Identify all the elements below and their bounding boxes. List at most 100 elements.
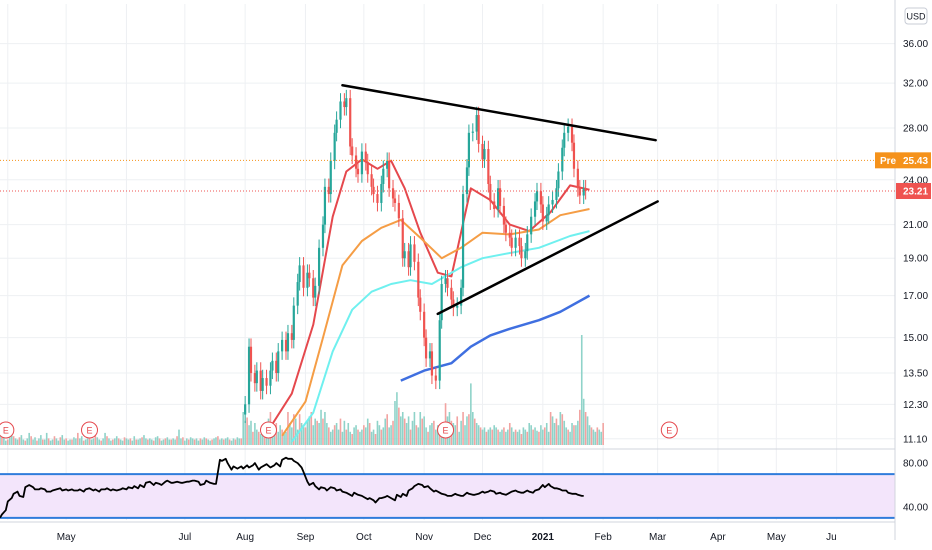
candle-body [382,168,385,184]
volume-bar [411,420,414,445]
rsi-tick-label: 80.00 [903,459,928,470]
volume-bar [261,427,264,445]
volume-bar [542,429,544,445]
volume-bar [545,423,548,445]
candle-body [327,186,330,195]
volume-bar [398,407,400,445]
candle-body [249,346,253,374]
volume-bar [30,436,32,445]
candle-body [582,188,585,196]
price-tick-label: 28.00 [903,123,928,134]
volume-bar [232,438,235,445]
volume-bar [195,438,198,445]
price-tick-label: 19.00 [903,254,928,265]
candle-body [360,151,363,175]
volume-bar [43,439,46,445]
candle-body [290,333,293,340]
earnings-label: E [666,426,672,436]
candle-body [471,131,474,133]
candle-body [244,404,247,415]
price-tick-label: 24.00 [903,175,928,186]
volume-bar [10,431,13,445]
candle-body [403,251,406,259]
volume-bar [528,423,531,445]
volume-bar [125,438,128,445]
volume-bar [427,431,429,445]
volume-bar [131,440,134,445]
candle-body [356,168,360,175]
volume-bar [388,427,390,445]
volume-bar [413,412,416,445]
price-tick-label: 15.00 [903,333,928,344]
volume-bar [248,425,250,445]
volume-bar [139,438,141,445]
volume-bar [115,436,118,445]
candle-body [545,215,548,222]
volume-bar [512,431,515,445]
volume-bar [112,439,114,445]
price-axis[interactable]: USD 36.00 32.00 28.00 24.00 21.00 19.00 17.00 15… [894,0,928,540]
candle-body [498,188,502,206]
volume-bar [579,409,581,445]
candle-body [269,370,272,386]
time-tick-label: Feb [595,532,613,543]
volume-bar [0,434,1,445]
volume-bar [458,431,460,445]
volume-bar [5,440,7,445]
candle-body [413,244,416,262]
trendlines[interactable] [341,83,659,316]
volume-bar [100,440,102,445]
volume-bar [423,416,425,445]
volume-bar [403,418,406,445]
volume-bar [113,438,116,445]
candle-body [247,346,251,405]
earnings-circle [260,421,277,439]
candle-body [460,287,463,306]
volume-bar [510,427,513,445]
candle-body [563,132,566,148]
volume-bar [505,431,507,445]
candle-body [388,160,391,189]
volume-bar [333,425,336,445]
volume-bar [401,412,404,445]
volume-bar [224,438,227,445]
volume-bar [433,420,435,445]
volume-bar [20,435,23,445]
volume-bar [520,434,523,445]
volume-bar [257,431,260,445]
volume-bar [180,438,182,445]
volume-bar [24,440,27,445]
candle-body [450,287,453,300]
volume-bar [160,440,163,445]
volume-bar [67,440,69,445]
candle-body [547,204,550,216]
ma-line-orange [281,208,590,437]
volume-bar [438,427,441,445]
candle-body [298,265,301,283]
volume-bar [586,416,589,445]
volume-bar [32,439,34,445]
volume-bar [475,423,478,445]
volume-bar [392,420,394,445]
volume-bar [166,437,169,445]
volume-bar [205,438,208,445]
volume-bar [78,438,81,445]
candle-body [391,188,395,199]
volume-bar [320,409,322,445]
volume-bar [337,429,340,445]
time-axis[interactable]: May Jul Aug Sep Oct Nov Dec 2021 Feb Mar Apr May Ju [0,521,895,543]
candle-body [314,285,317,298]
candle-body [452,299,455,308]
volume-bar [152,440,155,445]
volume-bar [473,418,476,445]
volume-bar [8,436,11,445]
volume-bar [343,420,346,445]
candle-body [555,188,558,200]
resistance-trendline [341,83,657,142]
volume-bar [345,429,348,445]
volume-bar [312,425,315,445]
time-tick-label: Oct [356,532,372,543]
volume-bar [384,418,387,445]
volume-bar [588,425,591,445]
